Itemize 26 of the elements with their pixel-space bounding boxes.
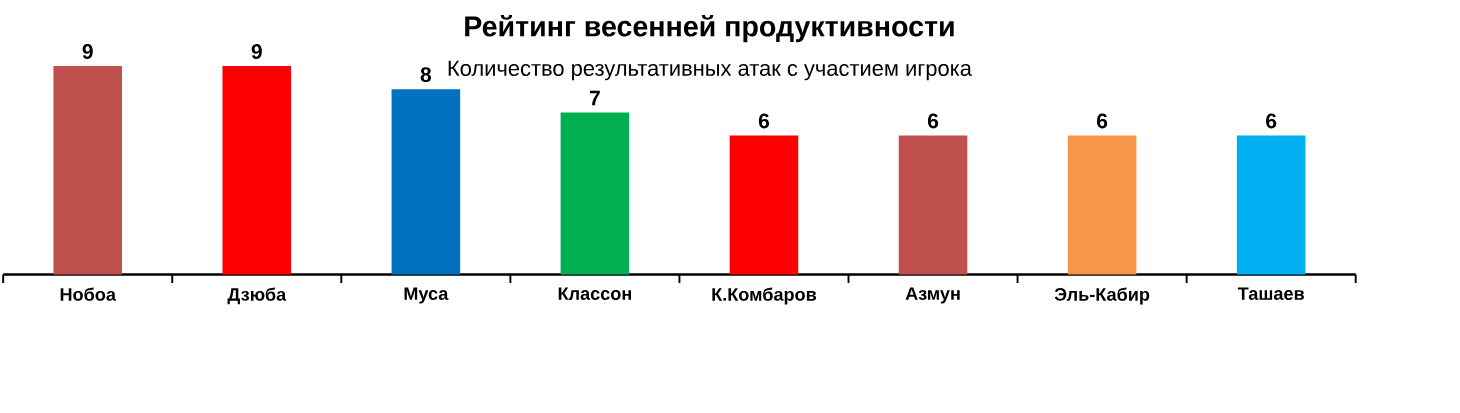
- x-tick-label: Классон: [558, 287, 631, 300]
- bar: [53, 65, 123, 275]
- x-tick-label: Эль-Кабир: [1054, 287, 1150, 305]
- bar: [222, 65, 292, 275]
- bar: [391, 89, 461, 275]
- data-label: 6: [1266, 113, 1277, 129]
- x-tick-label: К.Комбаров: [712, 287, 817, 305]
- x-tick-label: Нобоа: [60, 287, 117, 301]
- x-tick-label: Ташаев: [1237, 287, 1304, 300]
- chart-subtitle: Количество результативных атак с участием игрока: [448, 60, 972, 81]
- chart-title: Рейтинг весенней продуктивности: [465, 14, 954, 42]
- x-tick-label: Азмун: [905, 287, 960, 304]
- bar: [1236, 135, 1306, 275]
- bar: [1067, 135, 1137, 275]
- data-label: 7: [589, 90, 600, 106]
- data-label: 6: [758, 113, 770, 129]
- data-label: 9: [251, 43, 262, 59]
- data-label: 6: [1097, 113, 1108, 129]
- x-tick-label: Дзюба: [227, 287, 287, 305]
- x-tick-label: Муса: [404, 287, 449, 304]
- data-label: 8: [420, 67, 432, 82]
- data-label: 6: [927, 113, 939, 129]
- bar: [560, 112, 630, 275]
- data-label: 9: [82, 43, 93, 59]
- bar: [729, 135, 799, 275]
- bar: [898, 135, 968, 275]
